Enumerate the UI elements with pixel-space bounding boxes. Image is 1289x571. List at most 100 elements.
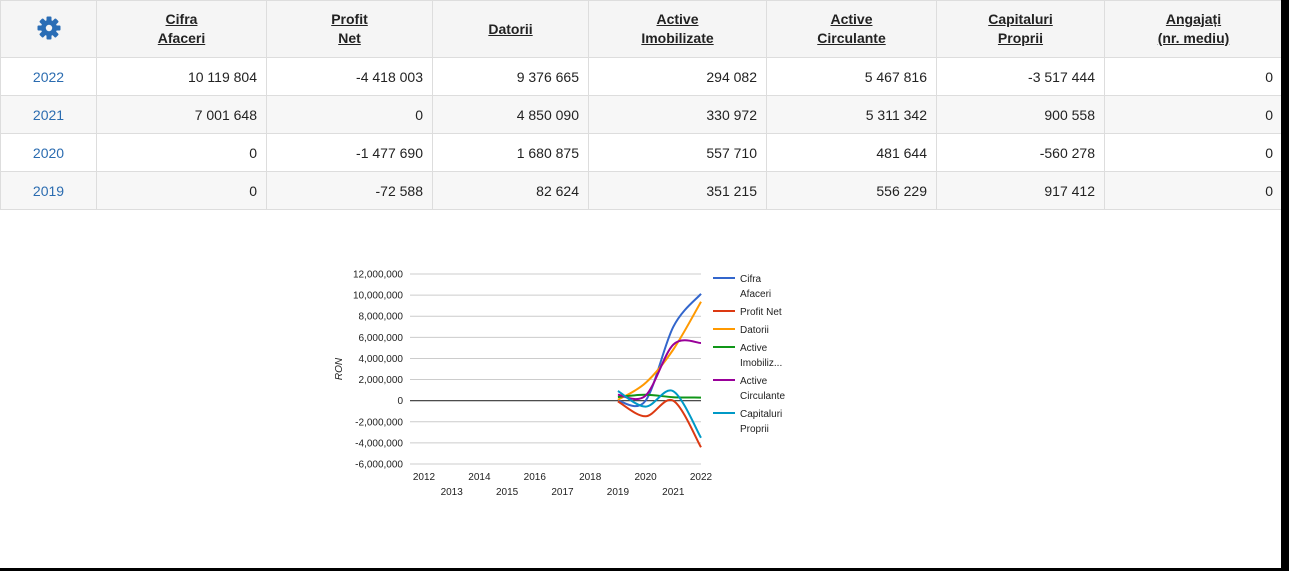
header-label-line: Capitaluri (988, 11, 1053, 27)
y-tick-label: -4,000,000 (355, 438, 403, 449)
x-tick-label: 2018 (579, 472, 602, 483)
column-header-active-circulante: Active Circulante (766, 0, 937, 58)
legend-label: Proprii (740, 424, 769, 435)
table-body: 2022 10 119 804 -4 418 003 9 376 665 294 082… (0, 57, 1281, 210)
year-cell: 2019 (0, 171, 97, 210)
header-label-line: Cifra (165, 11, 198, 27)
column-header-active-imobilizate: Active Imobilizate (588, 0, 767, 58)
y-tick-label: -6,000,000 (355, 460, 403, 471)
y-tick-label: 6,000,000 (359, 333, 404, 344)
table-cell-cifra-afaceri: 0 (96, 133, 267, 172)
table-cell-angajati: 0 (1104, 171, 1281, 210)
header-label-line: Datorii (488, 20, 533, 37)
header-label-line: Profit (331, 11, 368, 27)
table-cell-profit-net: -1 477 690 (266, 133, 433, 172)
legend-label: Profit Net (740, 307, 782, 318)
series-line (617, 339, 702, 401)
year-link[interactable]: 2019 (32, 182, 65, 199)
column-header-settings (0, 0, 97, 58)
y-tick-label: 8,000,000 (359, 312, 404, 323)
header-label-line: Proprii (997, 30, 1044, 46)
table-cell-datorii: 4 850 090 (432, 95, 589, 134)
column-header-datorii: Datorii (432, 0, 589, 58)
sort-link-cifra-afaceri[interactable]: Cifra Afaceri (158, 10, 205, 48)
year-cell: 2020 (0, 133, 97, 172)
legend-label: Imobiliz... (740, 358, 782, 369)
legend-label: Cifra (740, 274, 762, 285)
table-cell-datorii: 1 680 875 (432, 133, 589, 172)
x-tick-label: 2020 (634, 472, 657, 483)
header-label-line: Net (338, 30, 361, 46)
header-label-line: Angajați (1165, 11, 1222, 27)
header-label-line: Active (656, 11, 699, 27)
x-tick-label: 2017 (551, 487, 574, 498)
table-cell-active-imobilizate: 330 972 (588, 95, 767, 134)
header-label-line: Afaceri (157, 30, 206, 46)
x-tick-label: 2014 (468, 472, 491, 483)
table-cell-datorii: 9 376 665 (432, 57, 589, 96)
column-header-cifra-afaceri: Cifra Afaceri (96, 0, 267, 58)
column-header-angajati: Angajați (nr. mediu) (1104, 0, 1281, 58)
x-tick-label: 2019 (607, 487, 630, 498)
table-cell-active-circulante: 5 467 816 (766, 57, 937, 96)
table-cell-capitaluri-proprii: 917 412 (936, 171, 1105, 210)
legend-label: Active (740, 343, 768, 354)
table-cell-cifra-afaceri: 0 (96, 171, 267, 210)
gear-icon[interactable] (36, 15, 62, 41)
legend-label: Circulante (740, 391, 785, 402)
table-row: 2022 10 119 804 -4 418 003 9 376 665 294 082… (0, 57, 1281, 96)
sort-link-profit-net[interactable]: Profit Net (331, 10, 368, 48)
header-label-line: Active (830, 11, 873, 27)
sort-link-active-imobilizate[interactable]: Active Imobilizate (641, 10, 713, 48)
y-tick-label: 10,000,000 (353, 291, 403, 302)
header-label-line: Imobilizate (641, 30, 714, 46)
year-link[interactable]: 2020 (32, 144, 65, 161)
legend-label: Datorii (740, 325, 769, 336)
y-tick-label: 0 (397, 396, 403, 407)
series-line (617, 398, 702, 448)
table-cell-angajati: 0 (1104, 95, 1281, 134)
table-cell-profit-net: 0 (266, 95, 433, 134)
table-cell-capitaluri-proprii: -560 278 (936, 133, 1105, 172)
sort-link-datorii[interactable]: Datorii (488, 20, 532, 39)
sort-link-angajati[interactable]: Angajați (nr. mediu) (1158, 10, 1230, 48)
financial-table: Cifra Afaceri Profit Net Datorii Active Imobil… (0, 0, 1281, 210)
x-tick-label: 2015 (496, 487, 519, 498)
header-label-line: (nr. mediu) (1157, 30, 1230, 46)
table-cell-datorii: 82 624 (432, 171, 589, 210)
y-tick-label: 12,000,000 (353, 270, 403, 281)
table-cell-active-circulante: 5 311 342 (766, 95, 937, 134)
x-tick-label: 2013 (441, 487, 464, 498)
year-link[interactable]: 2021 (32, 106, 65, 123)
sort-link-active-circulante[interactable]: Active Circulante (817, 10, 885, 48)
legend-label: Afaceri (740, 289, 771, 300)
table-cell-angajati: 0 (1104, 133, 1281, 172)
table-row: 2019 0 -72 588 82 624 351 215 556 229 917 412 0 (0, 171, 1281, 210)
x-tick-label: 2012 (413, 472, 436, 483)
table-row: 2021 7 001 648 0 4 850 090 330 972 5 311 342 9… (0, 95, 1281, 134)
header-label-line: Circulante (817, 30, 886, 46)
column-header-capitaluri-proprii: Capitaluri Proprii (936, 0, 1105, 58)
table-row: 2020 0 -1 477 690 1 680 875 557 710 481 644 -5… (0, 133, 1281, 172)
table-cell-profit-net: -72 588 (266, 171, 433, 210)
year-link[interactable]: 2022 (32, 68, 65, 85)
table-cell-cifra-afaceri: 7 001 648 (96, 95, 267, 134)
table-cell-active-imobilizate: 557 710 (588, 133, 767, 172)
table-cell-active-circulante: 556 229 (766, 171, 937, 210)
x-tick-label: 2022 (690, 472, 713, 483)
table-cell-profit-net: -4 418 003 (266, 57, 433, 96)
table-cell-active-circulante: 481 644 (766, 133, 937, 172)
y-tick-label: 4,000,000 (359, 354, 404, 365)
y-axis-label: RON (334, 357, 345, 380)
column-header-profit-net: Profit Net (266, 0, 433, 58)
table-cell-active-imobilizate: 351 215 (588, 171, 767, 210)
legend-label: Capitaluri (740, 409, 782, 420)
x-tick-label: 2021 (662, 487, 685, 498)
series-line (617, 389, 702, 439)
table-cell-capitaluri-proprii: -3 517 444 (936, 57, 1105, 96)
sort-link-capitaluri-proprii[interactable]: Capitaluri Proprii (988, 10, 1053, 48)
y-tick-label: -2,000,000 (355, 417, 403, 428)
series-line (617, 293, 702, 408)
